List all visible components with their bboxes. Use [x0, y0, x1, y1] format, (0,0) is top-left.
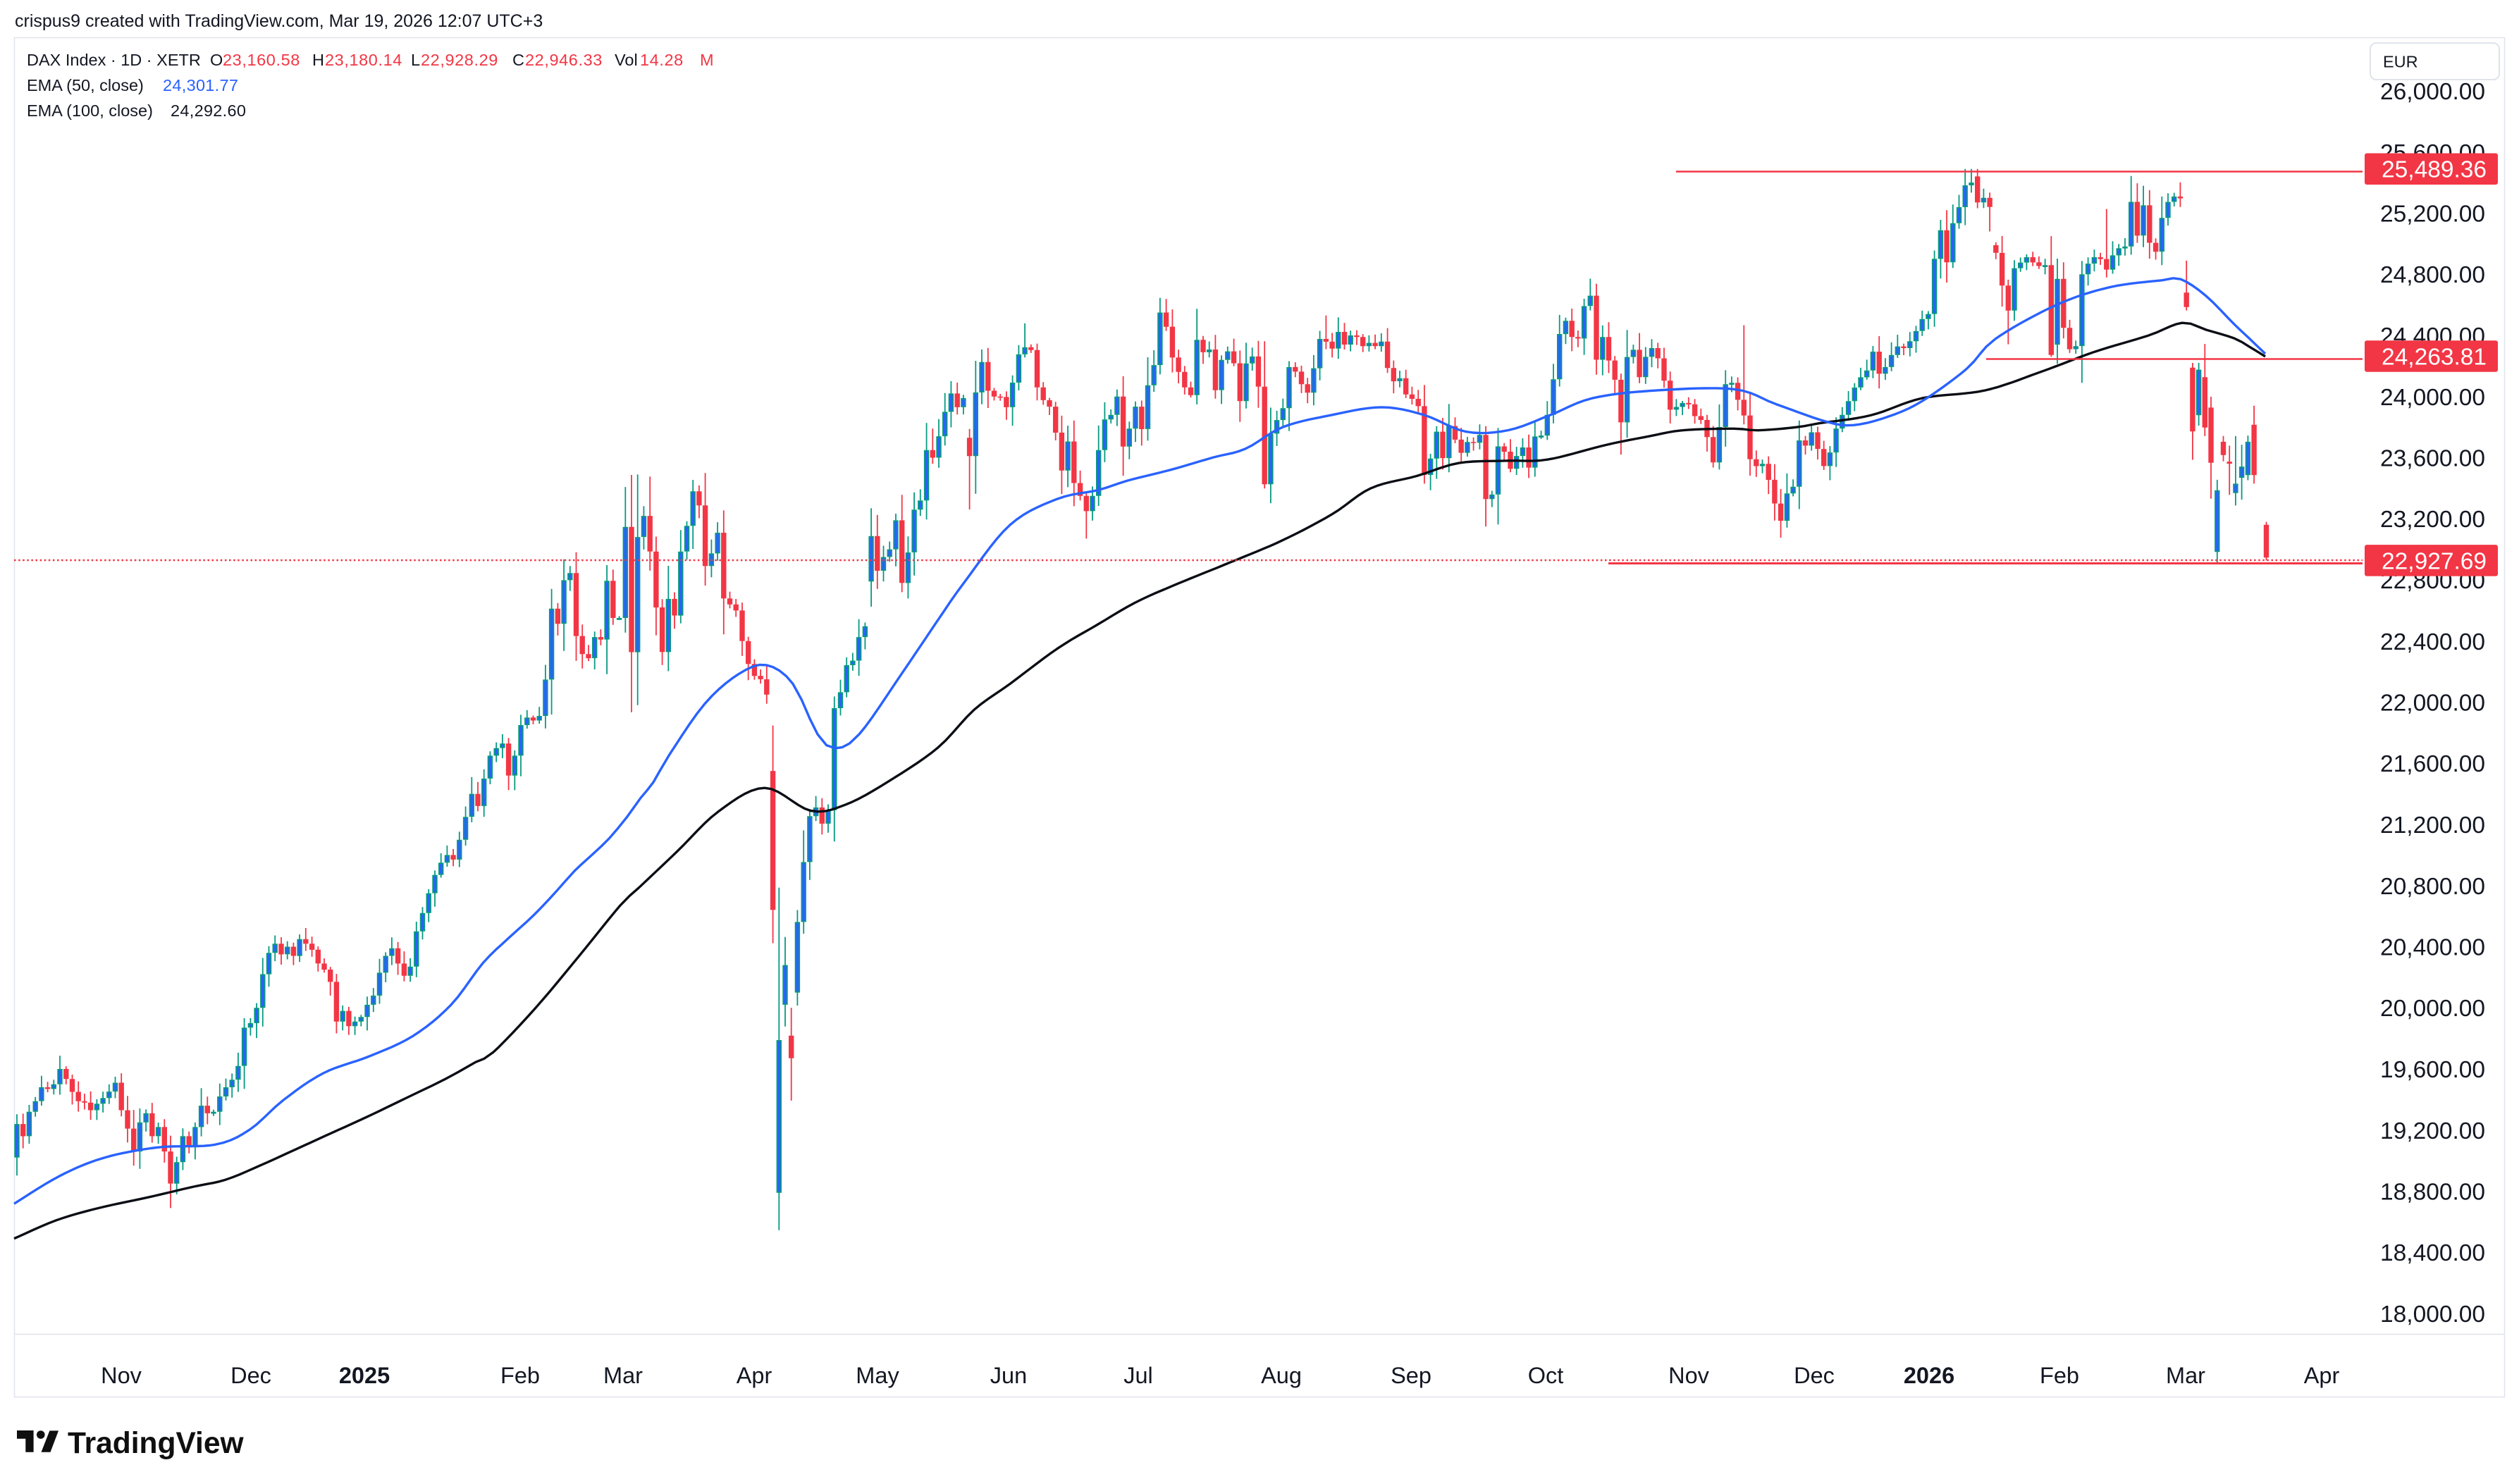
- svg-text:crispus9 created with TradingV: crispus9 created with TradingView.com, M…: [15, 11, 543, 31]
- svg-text:Nov: Nov: [1668, 1363, 1710, 1388]
- svg-text:26,000.00: 26,000.00: [2380, 79, 2485, 105]
- svg-text:20,000.00: 20,000.00: [2380, 996, 2485, 1022]
- svg-text:22,000.00: 22,000.00: [2380, 691, 2485, 717]
- svg-text:Mar: Mar: [603, 1363, 643, 1388]
- svg-text:24,292.60: 24,292.60: [171, 101, 246, 120]
- svg-text:23,200.00: 23,200.00: [2380, 507, 2485, 533]
- svg-text:Apr: Apr: [2304, 1363, 2340, 1388]
- svg-text:Nov: Nov: [101, 1363, 142, 1388]
- svg-text:Mar: Mar: [2166, 1363, 2205, 1388]
- svg-text:24,301.77: 24,301.77: [163, 76, 238, 94]
- svg-text:24,800.00: 24,800.00: [2380, 262, 2485, 288]
- svg-text:H: H: [312, 51, 324, 69]
- svg-text:Jun: Jun: [990, 1363, 1027, 1388]
- svg-text:EMA (100, close): EMA (100, close): [27, 101, 153, 120]
- svg-text:DAX Index · 1D · XETR: DAX Index · 1D · XETR: [27, 51, 201, 69]
- svg-text:22,400.00: 22,400.00: [2380, 629, 2485, 655]
- svg-text:22,946.33: 22,946.33: [525, 51, 603, 69]
- svg-text:23,600.00: 23,600.00: [2380, 446, 2485, 472]
- svg-text:TradingView: TradingView: [68, 1427, 245, 1460]
- svg-text:18,400.00: 18,400.00: [2380, 1240, 2485, 1266]
- svg-text:Dec: Dec: [230, 1363, 271, 1388]
- svg-text:18,800.00: 18,800.00: [2380, 1180, 2485, 1206]
- svg-text:May: May: [856, 1363, 899, 1388]
- svg-text:Dec: Dec: [1794, 1363, 1835, 1388]
- svg-text:Feb: Feb: [2040, 1363, 2079, 1388]
- svg-text:19,200.00: 19,200.00: [2380, 1118, 2485, 1144]
- svg-text:M: M: [700, 51, 714, 69]
- svg-text:23,180.14: 23,180.14: [325, 51, 402, 69]
- svg-text:21,200.00: 21,200.00: [2380, 812, 2485, 839]
- svg-text:Feb: Feb: [500, 1363, 540, 1388]
- svg-text:O: O: [210, 51, 223, 69]
- svg-text:20,800.00: 20,800.00: [2380, 874, 2485, 900]
- svg-text:Sep: Sep: [1391, 1363, 1431, 1388]
- svg-text:EMA (50, close): EMA (50, close): [27, 76, 144, 94]
- svg-text:24,000.00: 24,000.00: [2380, 385, 2485, 411]
- svg-text:Apr: Apr: [737, 1363, 772, 1388]
- svg-text:22,928.29: 22,928.29: [421, 51, 498, 69]
- svg-text:C: C: [512, 51, 524, 69]
- svg-text:Vol: Vol: [615, 51, 638, 69]
- svg-text:EUR: EUR: [2383, 53, 2418, 71]
- svg-text:25,200.00: 25,200.00: [2380, 202, 2485, 228]
- svg-text:Oct: Oct: [1528, 1363, 1564, 1388]
- svg-text:2025: 2025: [339, 1363, 390, 1388]
- svg-text:Aug: Aug: [1261, 1363, 1302, 1388]
- svg-text:24,263.81: 24,263.81: [2382, 345, 2487, 371]
- svg-text:14.28: 14.28: [640, 51, 684, 69]
- svg-text:23,160.58: 23,160.58: [223, 51, 300, 69]
- svg-text:18,000.00: 18,000.00: [2380, 1301, 2485, 1328]
- svg-text:19,600.00: 19,600.00: [2380, 1057, 2485, 1083]
- svg-text:22,927.69: 22,927.69: [2382, 548, 2487, 574]
- svg-text:Jul: Jul: [1123, 1363, 1153, 1388]
- svg-text:20,400.00: 20,400.00: [2380, 935, 2485, 961]
- svg-text:2026: 2026: [1904, 1363, 1954, 1388]
- svg-text:21,600.00: 21,600.00: [2380, 751, 2485, 777]
- svg-text:L: L: [411, 51, 420, 69]
- svg-text:25,489.36: 25,489.36: [2382, 157, 2487, 183]
